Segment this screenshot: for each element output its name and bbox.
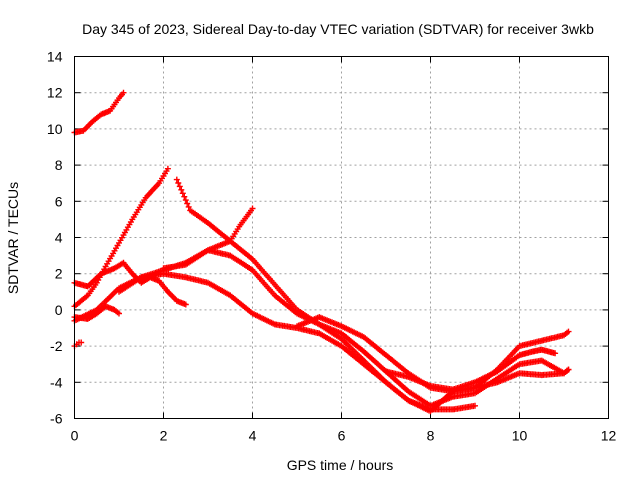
data-point-marks [71, 89, 127, 136]
series-track-7 [116, 205, 256, 295]
series-track-2 [71, 339, 85, 350]
data-point-marks [160, 247, 572, 415]
x-tick-label: 0 [71, 428, 79, 444]
data-points [71, 89, 572, 415]
plot-frame [74, 56, 609, 419]
y-tick-label: 14 [47, 49, 63, 65]
data-point-marks [71, 339, 85, 350]
y-tick-label: 4 [55, 230, 63, 246]
y-tick-label: 8 [55, 157, 63, 173]
x-tick-label: 6 [338, 428, 346, 444]
series-track-9 [160, 247, 572, 415]
x-tick-label: 12 [601, 428, 617, 444]
y-tick-label: -4 [50, 374, 63, 390]
y-tick-label: 10 [47, 121, 63, 137]
y-tick-label: -2 [50, 338, 63, 354]
data-point-marks [116, 205, 256, 295]
x-tick-label: 2 [160, 428, 168, 444]
series-track-11 [383, 346, 559, 393]
x-tick-label: 4 [249, 428, 257, 444]
chart-title: Day 345 of 2023, Sidereal Day-to-day VTE… [82, 21, 594, 37]
axis-tick-labels: 0 2 4 6 8 10 12 -6 -4 -2 0 2 4 6 8 10 12 14 [47, 49, 617, 444]
y-tick-label: 0 [55, 302, 63, 318]
y-axis-label: SDTVAR / TECUs [5, 182, 21, 294]
y-tick-label: 2 [55, 266, 63, 282]
x-tick-label: 8 [427, 428, 435, 444]
y-tick-label: 12 [47, 85, 63, 101]
x-tick-label: 10 [512, 428, 528, 444]
data-point-marks [71, 270, 478, 413]
y-tick-label: -6 [50, 411, 63, 427]
y-tick-label: 6 [55, 193, 63, 209]
x-axis-label: GPS time / hours [287, 457, 394, 473]
series-track-6 [71, 270, 478, 413]
data-point-marks [383, 346, 559, 393]
series-track-1 [71, 89, 127, 136]
